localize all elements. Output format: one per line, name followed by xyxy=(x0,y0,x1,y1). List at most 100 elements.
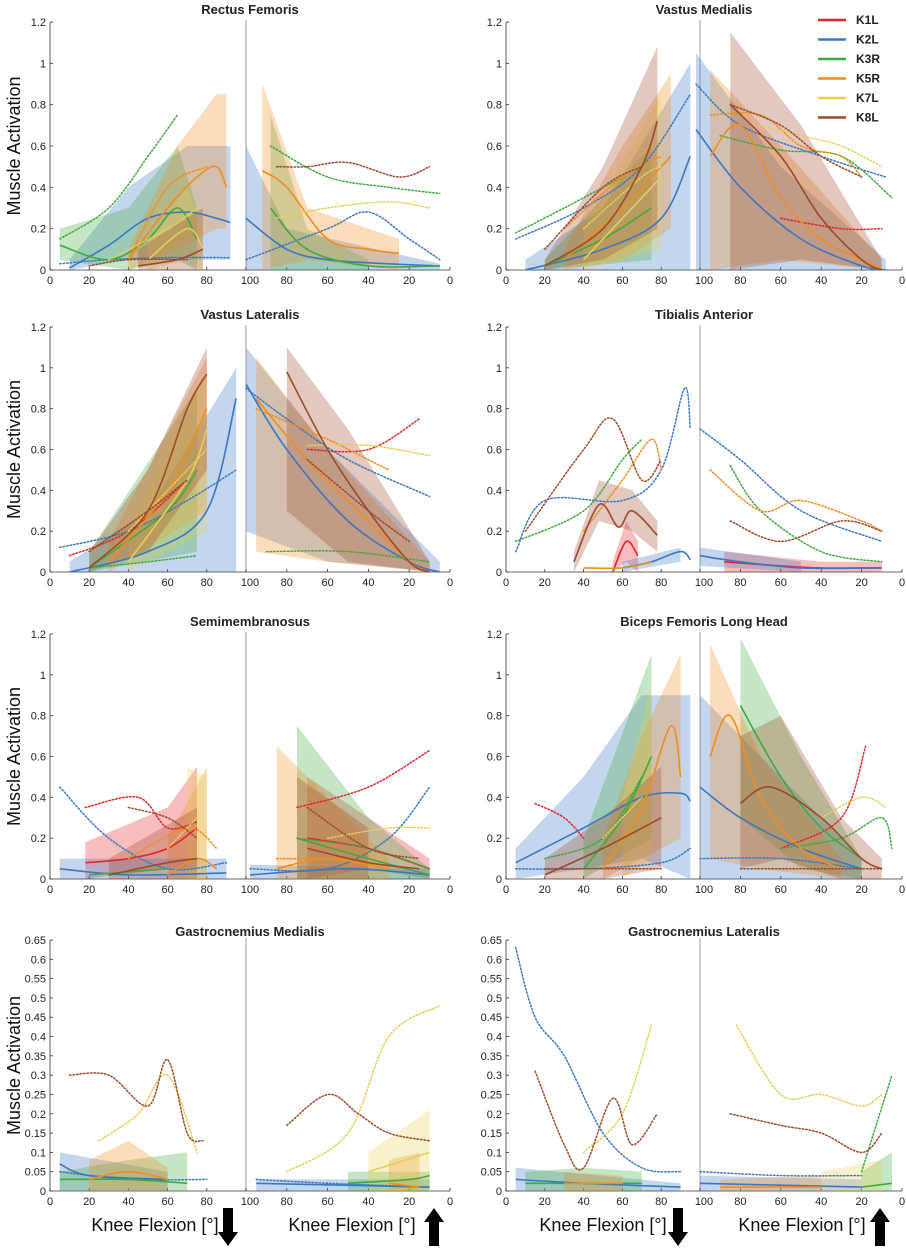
x-tick-label: 40 xyxy=(577,577,589,589)
y-tick-label: 0.4 xyxy=(31,485,46,497)
mean-line-k5r xyxy=(276,857,389,870)
mean-line-k8l xyxy=(729,104,883,270)
y-tick-label: 1 xyxy=(496,670,502,682)
chart-title: Biceps Femoris Long Head xyxy=(620,614,788,629)
sd-band-k3r xyxy=(544,146,652,270)
mean-line-k2l xyxy=(695,129,886,270)
plot-area xyxy=(514,638,893,879)
y-tick-label: 0.55 xyxy=(481,974,502,986)
x-tick-label: 0 xyxy=(47,884,53,896)
dotted-line-k2l xyxy=(245,387,431,498)
y-tick-label: 0.6 xyxy=(487,954,502,966)
mean-line-k3r xyxy=(269,207,440,268)
sd-band-k7l xyxy=(368,1109,430,1191)
y-tick-label: 0.6 xyxy=(487,445,502,457)
x-tick-label: 20 xyxy=(83,1196,95,1208)
mean-line-k5r xyxy=(89,1170,168,1181)
dotted-line-k2l xyxy=(699,1170,863,1177)
mean-line-k5r xyxy=(709,714,842,870)
sd-band-k5r xyxy=(564,1171,623,1191)
sd-band-k1l xyxy=(612,521,638,572)
y-tick-label: 0.4 xyxy=(487,792,502,804)
x-tick-label: 20 xyxy=(539,577,551,589)
x-tick-label: 20 xyxy=(403,884,415,896)
dotted-line-k1l xyxy=(780,217,883,231)
sd-band-k1l xyxy=(85,766,197,879)
y-tick-label: 1 xyxy=(40,363,46,375)
dotted-line-k8l xyxy=(729,103,863,178)
x-tick-label: 40 xyxy=(577,275,589,287)
x-tick-label: 40 xyxy=(815,1196,827,1208)
x-tick-label: 80 xyxy=(734,577,746,589)
mean-line-k2l xyxy=(69,211,231,269)
dotted-line-k5r xyxy=(563,155,662,230)
plot-area xyxy=(514,387,883,572)
x-tick-label: 60 xyxy=(616,1196,628,1208)
y-tick-label: 1.2 xyxy=(487,322,502,334)
sd-band-k5r xyxy=(108,357,207,572)
sd-band-k7l xyxy=(128,367,207,572)
y-tick-label: 0.6 xyxy=(487,141,502,153)
mean-line-k2l xyxy=(699,786,862,870)
x-tick-label: 80 xyxy=(281,884,293,896)
y-tick-label: 0.4 xyxy=(31,792,46,804)
dotted-line-k7l xyxy=(127,448,208,532)
y-tick-label: 0.3 xyxy=(31,1070,46,1082)
dotted-line-k3r xyxy=(514,438,643,543)
mean-line-k8l xyxy=(138,248,204,267)
y-tick-label: 0.35 xyxy=(25,1051,46,1063)
x-tick-label: 60 xyxy=(775,275,787,287)
y-axis-label: Muscle Activation xyxy=(4,687,24,826)
y-tick-label: 0.65 xyxy=(481,935,502,947)
y-tick-label: 1.2 xyxy=(487,629,502,641)
x-tick-label: 0 xyxy=(447,577,453,589)
x-tick-label: 40 xyxy=(577,1196,589,1208)
x-tick-label: 100 xyxy=(241,577,259,589)
dotted-line-k7l xyxy=(582,1024,653,1154)
mean-line-k2l xyxy=(245,383,441,572)
mean-line-k5r xyxy=(602,725,682,870)
y-tick-label: 0.4 xyxy=(487,1032,502,1044)
y-tick-label: 0.15 xyxy=(481,1128,502,1140)
mean-line-k7l xyxy=(147,227,204,261)
x-tick-label: 40 xyxy=(815,275,827,287)
sd-band-k3r xyxy=(270,115,369,270)
x-tick-label: 80 xyxy=(281,1196,293,1208)
y-tick-label: 0.6 xyxy=(31,752,46,764)
dotted-line-k5r xyxy=(582,438,662,532)
x-tick-label: 60 xyxy=(161,275,173,287)
y-tick-label: 0 xyxy=(496,1186,502,1198)
x-tick-label: 0 xyxy=(503,577,509,589)
x-tick-label: 80 xyxy=(201,275,213,287)
mean-line-k2l xyxy=(699,1182,862,1188)
chart-title: Vastus Medialis xyxy=(656,2,753,17)
dotted-line-k8l xyxy=(306,458,410,543)
x-tick-label: 100 xyxy=(695,1196,713,1208)
mean-line-k3r xyxy=(59,207,198,261)
sd-band-k2l xyxy=(69,146,231,270)
x-tick-label: 0 xyxy=(899,884,905,896)
dotted-line-k8l xyxy=(544,165,643,251)
x-tick-label: 40 xyxy=(122,884,134,896)
dotted-line-k7l xyxy=(602,796,643,839)
sd-band-k2l xyxy=(700,547,801,572)
x-tick-label: 0 xyxy=(447,275,453,287)
y-tick-label: 0.8 xyxy=(487,711,502,723)
dotted-line-k8l xyxy=(286,1093,431,1142)
legend: K1L K2L K3R K5R K7L K8L xyxy=(818,13,880,125)
y-tick-label: 1.2 xyxy=(487,17,502,29)
dotted-line-k5r xyxy=(127,165,208,261)
mean-line-k5r xyxy=(388,1182,420,1188)
sd-band-k2l xyxy=(525,63,691,270)
y-tick-label: 0.15 xyxy=(25,1128,46,1140)
y-tick-label: 0.3 xyxy=(487,1070,502,1082)
sd-band-k1l xyxy=(724,551,882,572)
dotted-line-k3r xyxy=(780,817,893,850)
dotted-line-k2l xyxy=(59,469,237,549)
x-tick-label: 0 xyxy=(47,1196,53,1208)
dotted-line-k1l xyxy=(296,749,431,809)
dotted-line-k7l xyxy=(759,124,883,168)
x-tick-label: 20 xyxy=(539,884,551,896)
y-tick-label: 0 xyxy=(496,265,502,277)
x-tick-label: 20 xyxy=(855,884,867,896)
